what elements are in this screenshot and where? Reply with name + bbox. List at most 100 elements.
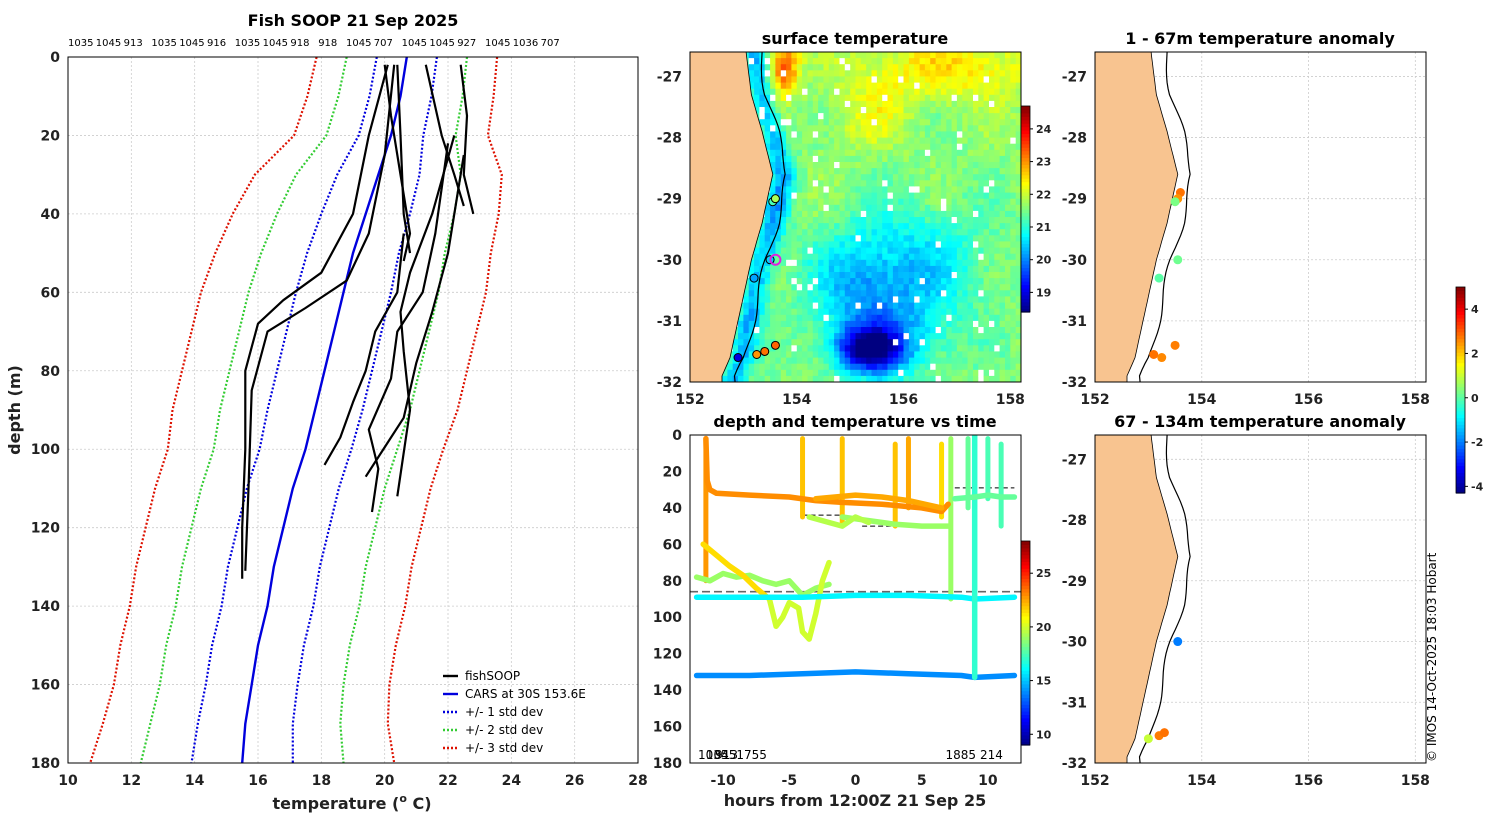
sst-cell bbox=[989, 259, 995, 267]
sst-cell bbox=[1010, 296, 1017, 303]
sst-cell bbox=[983, 192, 990, 200]
sst-cell bbox=[903, 241, 910, 248]
sst-ytick-label: -28 bbox=[657, 131, 682, 147]
sst-cell bbox=[866, 198, 872, 206]
sst-cell bbox=[930, 369, 936, 377]
sst-cell bbox=[898, 296, 904, 303]
sst-cell bbox=[940, 290, 947, 297]
sst-cell bbox=[764, 369, 771, 377]
sst-cell bbox=[818, 253, 824, 261]
depth-time-colorbar-segment bbox=[1021, 605, 1030, 610]
anomaly-colorbar-segment bbox=[1456, 472, 1465, 477]
sst-cell bbox=[898, 88, 904, 96]
sst-cell bbox=[940, 70, 947, 77]
sst-cell bbox=[802, 339, 808, 346]
sst-cell bbox=[860, 143, 867, 151]
profile-frame bbox=[67, 56, 639, 764]
sst-cell bbox=[967, 204, 974, 212]
anomaly-colorbar-segment bbox=[1456, 379, 1465, 384]
sst-cell bbox=[898, 333, 904, 340]
sst-cell bbox=[818, 241, 824, 248]
sst-cell bbox=[935, 369, 942, 377]
sst-cell bbox=[914, 137, 920, 145]
sst-colorbar-segment bbox=[1021, 209, 1030, 214]
anomaly-deep-frame bbox=[1094, 434, 1427, 764]
sst-cell bbox=[775, 149, 782, 157]
sst-colorbar-segment bbox=[1021, 257, 1030, 262]
sst-cell bbox=[898, 284, 904, 291]
sst-cell bbox=[839, 308, 846, 316]
anomaly-deep-land bbox=[1095, 435, 1179, 763]
sst-cell bbox=[1005, 290, 1011, 297]
sst-cell bbox=[903, 82, 910, 90]
sst-cell bbox=[978, 345, 985, 352]
sst-cell bbox=[1005, 302, 1011, 310]
sst-cell bbox=[1021, 321, 1027, 328]
sst-cell bbox=[839, 351, 846, 358]
sst-cell bbox=[892, 143, 899, 151]
sst-cell bbox=[940, 357, 947, 365]
sst-cell bbox=[786, 180, 792, 187]
sst-cell bbox=[956, 290, 963, 297]
sst-cell bbox=[876, 235, 883, 242]
sst-cell bbox=[791, 217, 798, 224]
sst-cell bbox=[919, 119, 926, 126]
sst-cell bbox=[839, 204, 846, 212]
sst-cell bbox=[882, 64, 888, 71]
sst-cell bbox=[807, 149, 814, 157]
sst-cell bbox=[978, 107, 985, 114]
sst-cell bbox=[919, 333, 926, 340]
sst-cell bbox=[818, 345, 824, 352]
sst-cell bbox=[989, 357, 995, 365]
sst-cell bbox=[1015, 351, 1021, 358]
anomaly-colorbar-segment bbox=[1456, 458, 1465, 463]
sst-cell bbox=[994, 198, 1001, 206]
sst-cell bbox=[844, 100, 851, 108]
sst-cell bbox=[796, 253, 803, 261]
sst-cell bbox=[935, 131, 942, 138]
sst-cell bbox=[908, 198, 915, 206]
sst-cell bbox=[930, 137, 936, 145]
sst-cell bbox=[791, 52, 798, 59]
sst-cell bbox=[860, 88, 867, 96]
anomaly-colorbar-segment bbox=[1456, 441, 1465, 446]
sst-cell bbox=[887, 88, 894, 96]
sst-cell bbox=[871, 217, 878, 224]
sst-cell bbox=[844, 217, 851, 224]
sst-cell bbox=[962, 339, 969, 346]
anomaly-deep-title: 67 - 134m temperature anomaly bbox=[1114, 412, 1406, 431]
sst-cell bbox=[983, 82, 990, 90]
sst-cell bbox=[914, 168, 920, 175]
sst-cell bbox=[850, 58, 856, 65]
sst-cell bbox=[780, 290, 787, 297]
sst-cell bbox=[989, 247, 995, 255]
sst-cell bbox=[919, 327, 926, 334]
sst-cell bbox=[871, 162, 878, 169]
profile-top-label: 1045 bbox=[263, 38, 288, 49]
sst-cell bbox=[1005, 192, 1011, 200]
sst-cell bbox=[802, 327, 808, 334]
sst-cell bbox=[876, 125, 883, 132]
sst-cell bbox=[999, 327, 1006, 334]
anomaly-colorbar-segment bbox=[1456, 400, 1465, 405]
sst-cell bbox=[764, 137, 771, 145]
sst-cell bbox=[914, 125, 920, 132]
sst-cell bbox=[866, 253, 872, 261]
sst-cell bbox=[812, 265, 819, 273]
sst-cell bbox=[946, 143, 953, 151]
sst-cell bbox=[839, 265, 846, 273]
sst-cell bbox=[1010, 143, 1017, 151]
sst-cell bbox=[962, 357, 969, 365]
sst-cell bbox=[850, 52, 856, 59]
anomaly-deep-anomaly-marker bbox=[1173, 637, 1183, 647]
sst-cell bbox=[1010, 58, 1017, 65]
sst-cell bbox=[1015, 198, 1021, 206]
sst-cell bbox=[983, 320, 990, 328]
sst-cell bbox=[828, 113, 835, 120]
sst-cell bbox=[828, 363, 835, 371]
sst-cell bbox=[903, 284, 910, 291]
sst-cell bbox=[908, 192, 915, 200]
sst-cell bbox=[989, 162, 995, 169]
depth-time-colorbar-segment bbox=[1021, 561, 1030, 566]
